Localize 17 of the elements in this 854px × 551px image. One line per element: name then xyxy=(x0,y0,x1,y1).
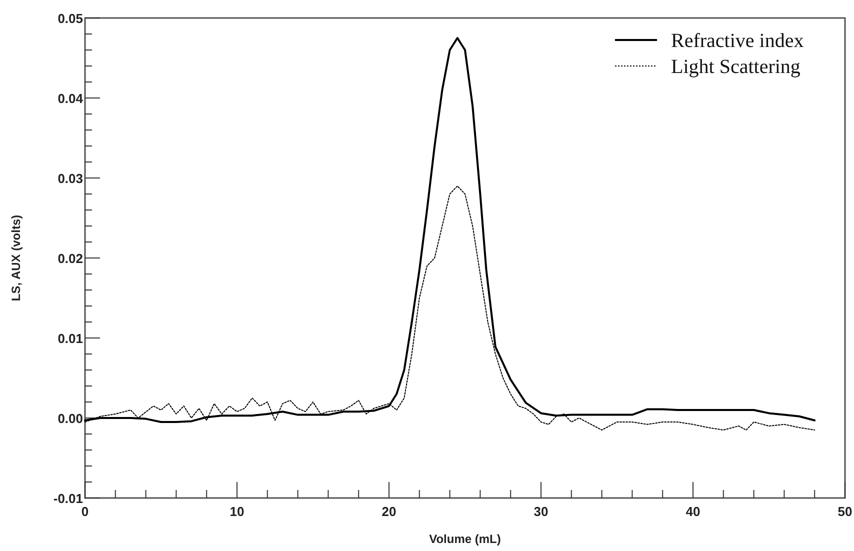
y-tick-label: 0.00 xyxy=(58,411,83,426)
legend-label: Light Scattering xyxy=(671,56,800,78)
y-tick-label: 0.05 xyxy=(58,11,83,26)
y-tick-label: 0.03 xyxy=(58,171,83,186)
x-axis-title: Volume (mL) xyxy=(429,532,501,546)
y-tick-label: -0.01 xyxy=(53,491,83,506)
y-tick-label: 0.04 xyxy=(58,91,84,106)
y-axis-title: LS, AUX (volts) xyxy=(9,214,23,302)
y-tick-label: 0.02 xyxy=(58,251,83,266)
x-tick-label: 10 xyxy=(230,504,244,519)
y-tick-label: 0.01 xyxy=(58,331,83,346)
x-tick-label: 40 xyxy=(686,504,700,519)
x-tick-label: 30 xyxy=(534,504,548,519)
x-tick-label: 0 xyxy=(81,504,89,519)
x-tick-label: 20 xyxy=(382,504,396,519)
legend-label: Refractive index xyxy=(671,30,804,52)
x-tick-label: 50 xyxy=(838,504,852,519)
